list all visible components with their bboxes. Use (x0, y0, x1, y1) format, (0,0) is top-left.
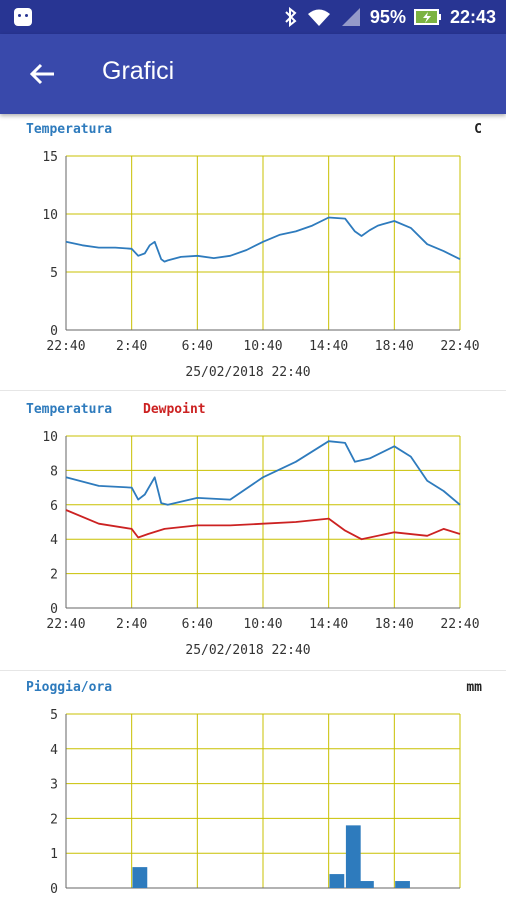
y-tick-label: 2 (50, 568, 58, 583)
y-tick-label: 10 (42, 430, 58, 445)
divider (0, 670, 506, 671)
x-tick-label: 22:40 (440, 617, 479, 632)
y-tick-label: 0 (50, 602, 58, 617)
x-tick-label: 22:40 (46, 617, 85, 632)
x-tick-label: 2:40 (116, 617, 147, 632)
chart3-title: Pioggia/ora (26, 680, 113, 695)
x-tick-label: 2:40 (116, 339, 147, 354)
x-tick-label: 14:40 (309, 617, 348, 632)
bluetooth-icon (285, 7, 297, 27)
rain-bar (329, 874, 345, 888)
temperature-series-line (65, 440, 461, 506)
signal-icon (341, 8, 360, 26)
x-tick-label: 22:40 (46, 339, 85, 354)
x-tick-label: 18:40 (375, 339, 414, 354)
y-tick-label: 0 (50, 324, 58, 339)
page-title: Grafici (102, 57, 175, 85)
chart3-unit: mm (466, 680, 482, 695)
x-tick-label: 18:40 (375, 617, 414, 632)
status-bar: 95% 22:43 (0, 0, 506, 34)
rain-bar (359, 881, 374, 888)
rain-chart: 0 1 2 3 4 5 (50, 708, 461, 897)
y-tick-label: 15 (42, 150, 58, 165)
date-label: 25/02/2018 22:40 (185, 365, 310, 380)
x-tick-label: 10:40 (243, 339, 282, 354)
x-tick-label: 14:40 (309, 339, 348, 354)
rain-bar (132, 867, 148, 888)
chart2-title-temp: Temperatura (26, 402, 113, 417)
temperature-dewpoint-chart: 0 2 4 6 8 10 22:40 2:40 6:40 10:40 14:40 18:40 22:40… (42, 430, 479, 658)
y-tick-label: 8 (50, 464, 58, 479)
chart1-title: Temperatura (26, 122, 113, 137)
chart2-title-dewpoint: Dewpoint (143, 402, 206, 417)
dewpoint-series-line (65, 509, 461, 541)
y-tick-label: 10 (42, 208, 58, 223)
date-label: 25/02/2018 22:40 (185, 643, 310, 658)
x-tick-label: 10:40 (243, 617, 282, 632)
temperature-chart: 0 5 10 15 22:40 2:40 6:40 10:40 14:40 18:40 22:40 2… (42, 150, 479, 380)
battery-charging-icon (413, 9, 441, 25)
x-tick-label: 6:40 (182, 617, 213, 632)
y-tick-label: 2 (50, 812, 58, 827)
battery-percent: 95% (369, 6, 406, 27)
clock: 22:43 (449, 6, 496, 27)
app-bar: Grafici (0, 34, 506, 114)
y-tick-label: 0 (50, 882, 58, 897)
divider (0, 390, 506, 391)
rain-bar (345, 825, 361, 888)
temperature-series-line (65, 216, 461, 263)
y-tick-label: 3 (50, 778, 58, 793)
y-tick-label: 6 (50, 499, 58, 514)
x-tick-label: 22:40 (440, 339, 479, 354)
x-tick-label: 6:40 (182, 339, 213, 354)
y-tick-label: 5 (50, 708, 58, 723)
chart1-unit: C (474, 122, 482, 137)
android-notification-icon (14, 8, 32, 26)
y-tick-label: 4 (50, 533, 58, 548)
rain-bar (395, 881, 410, 888)
y-tick-label: 1 (50, 847, 58, 862)
wifi-icon (307, 9, 330, 26)
y-tick-label: 4 (50, 743, 58, 758)
y-tick-label: 5 (50, 266, 58, 281)
back-arrow-icon[interactable] (26, 58, 58, 90)
